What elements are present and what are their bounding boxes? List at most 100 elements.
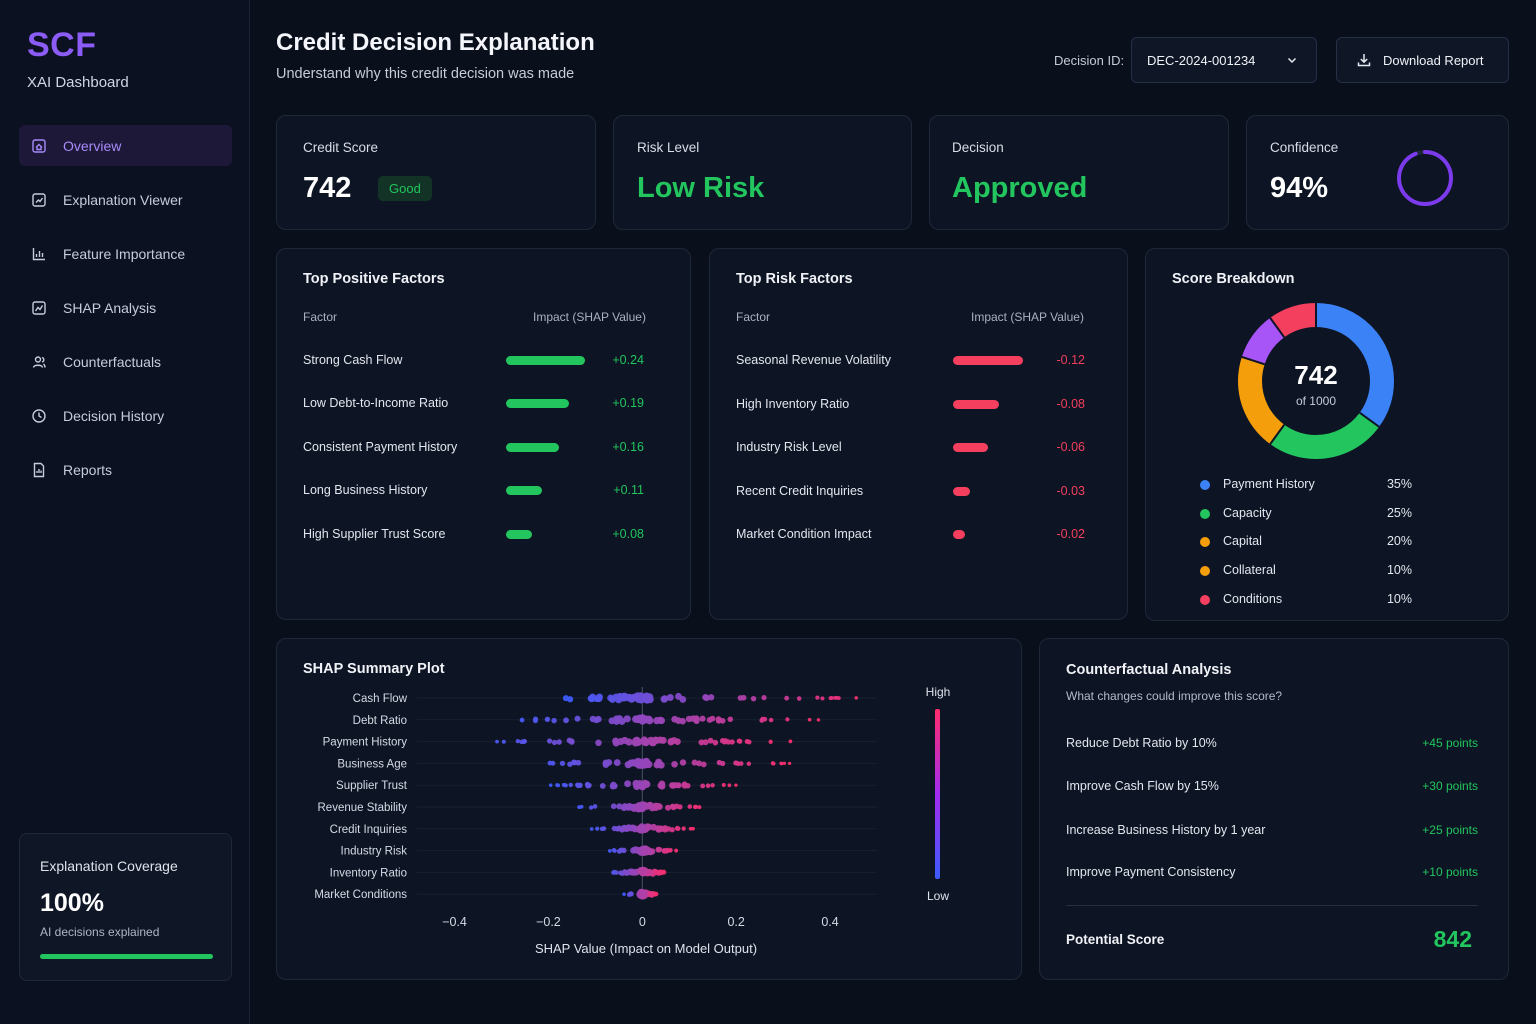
shap-point	[696, 760, 703, 767]
factor-row: Low Debt-to-Income Ratio +0.19	[277, 394, 690, 414]
factor-name: Recent Credit Inquiries	[736, 483, 864, 498]
shap-point	[645, 823, 653, 831]
shap-point	[559, 760, 566, 767]
shap-point	[556, 739, 562, 745]
sidebar-item-label: Explanation Viewer	[63, 191, 183, 208]
legend-name: Capacity	[1223, 505, 1272, 520]
factor-impact-bar	[953, 443, 988, 453]
shap-point	[628, 891, 633, 897]
risk-level-card: Risk Level Low Risk	[613, 115, 912, 230]
shap-point	[671, 760, 678, 768]
factor-impact-value: -0.06	[1056, 440, 1086, 455]
shap-feature-label: Business Age	[337, 758, 407, 770]
shap-point	[618, 847, 624, 853]
shap-point	[618, 717, 626, 725]
sidebar-item-label: Reports	[63, 461, 113, 478]
donut-score-sub: of 1000	[1296, 394, 1336, 408]
legend-item: Capacity 25%	[1200, 505, 1412, 523]
shap-point	[620, 692, 629, 700]
sidebar-item-feature-importance[interactable]: Feature Importance	[19, 233, 232, 274]
legend-item: Conditions 10%	[1200, 591, 1412, 609]
shap-point	[727, 716, 734, 723]
shap-point	[618, 870, 624, 876]
shap-point	[519, 717, 525, 723]
legend-dot	[1200, 594, 1210, 605]
shap-point	[624, 761, 632, 769]
coverage-value: 100%	[40, 889, 104, 917]
shap-point	[596, 693, 603, 701]
shap-point	[716, 717, 723, 723]
counterfactual-row: Improve Cash Flow by 15% +30 points	[1066, 777, 1478, 797]
shap-point	[685, 782, 691, 789]
decision-label: Decision	[952, 140, 1004, 155]
potential-score-label: Potential Score	[1066, 932, 1165, 947]
sidebar-item-reports[interactable]: Reports	[19, 449, 232, 490]
sidebar-item-label: SHAP Analysis	[63, 299, 157, 316]
factor-impact-value: -0.12	[1056, 353, 1086, 367]
shap-point	[787, 761, 792, 766]
sidebar-item-label: Counterfactuals	[63, 353, 162, 370]
chevron-down-icon	[1286, 54, 1298, 66]
credit-score-card: Credit Score 742 Good	[276, 115, 596, 230]
shap-point	[788, 739, 793, 744]
shap-point	[625, 824, 632, 831]
shap-point	[699, 715, 706, 722]
counterfactual-impact: +25 points	[1422, 823, 1478, 837]
factor-name: Consistent Payment History	[303, 439, 458, 454]
sidebar-item-shap-analysis[interactable]: SHAP Analysis	[19, 287, 232, 328]
shap-feature-label: Revenue Stability	[318, 802, 408, 814]
shap-point	[665, 826, 672, 832]
shap-point	[611, 782, 618, 790]
shap-x-tick: 0	[639, 915, 646, 929]
shap-point	[546, 738, 553, 744]
shap-x-tick: −0.4	[442, 915, 467, 929]
shap-point	[729, 739, 735, 745]
shap-point	[700, 761, 707, 768]
bar-chart-icon	[31, 246, 47, 262]
download-report-button[interactable]: Download Report	[1336, 37, 1509, 83]
shap-point	[635, 803, 643, 812]
factor-name: Industry Risk Level	[736, 440, 842, 455]
sidebar-item-counterfactuals[interactable]: Counterfactuals	[19, 341, 232, 382]
factor-row: Strong Cash Flow +0.24	[277, 351, 690, 371]
shap-point	[589, 715, 597, 723]
factor-impact-bar	[506, 356, 586, 365]
chart-line-icon	[31, 192, 47, 208]
shap-point	[737, 738, 743, 744]
colorbar-low-label: Low	[927, 889, 949, 903]
shap-point	[665, 804, 672, 811]
shap-point	[705, 783, 711, 789]
shap-point	[592, 804, 598, 809]
shap-point	[768, 717, 774, 723]
shap-point	[782, 761, 787, 766]
sidebar-item-overview[interactable]: Overview	[19, 125, 232, 166]
confidence-label: Confidence	[1270, 140, 1339, 155]
shap-point	[601, 826, 607, 831]
counterfactual-row: Increase Business History by 1 year +25 p…	[1066, 821, 1478, 841]
sidebar-item-decision-history[interactable]: Decision History	[19, 395, 232, 436]
shap-point	[733, 760, 739, 766]
legend-dot	[1200, 508, 1210, 519]
shap-point	[607, 848, 612, 853]
factor-name: Long Business History	[303, 483, 428, 498]
shap-point	[674, 738, 681, 745]
factor-row: Long Business History +0.11	[277, 481, 690, 501]
factor-name: Strong Cash Flow	[303, 353, 403, 367]
decision-id-select[interactable]: DEC-2024-001234	[1131, 37, 1317, 83]
counterfactual-impact: +10 points	[1422, 865, 1478, 879]
shap-point	[679, 759, 687, 766]
legend-name: Collateral	[1223, 563, 1276, 578]
legend-item: Payment History 35%	[1200, 476, 1412, 494]
counterfactual-change: Increase Business History by 1 year	[1066, 823, 1266, 837]
shap-point	[515, 738, 521, 744]
legend-dot	[1200, 480, 1210, 490]
sidebar-item-explanation-viewer[interactable]: Explanation Viewer	[19, 179, 232, 220]
shap-point	[703, 694, 710, 702]
risk-factors-card: Top Risk Factors Factor Impact (SHAP Val…	[709, 248, 1128, 620]
confidence-value: 94%	[1270, 172, 1329, 204]
coverage-title: Explanation Coverage	[40, 858, 178, 874]
shap-point	[674, 848, 678, 853]
shap-point	[613, 759, 621, 767]
shap-point	[779, 761, 783, 766]
shap-point	[685, 715, 693, 723]
